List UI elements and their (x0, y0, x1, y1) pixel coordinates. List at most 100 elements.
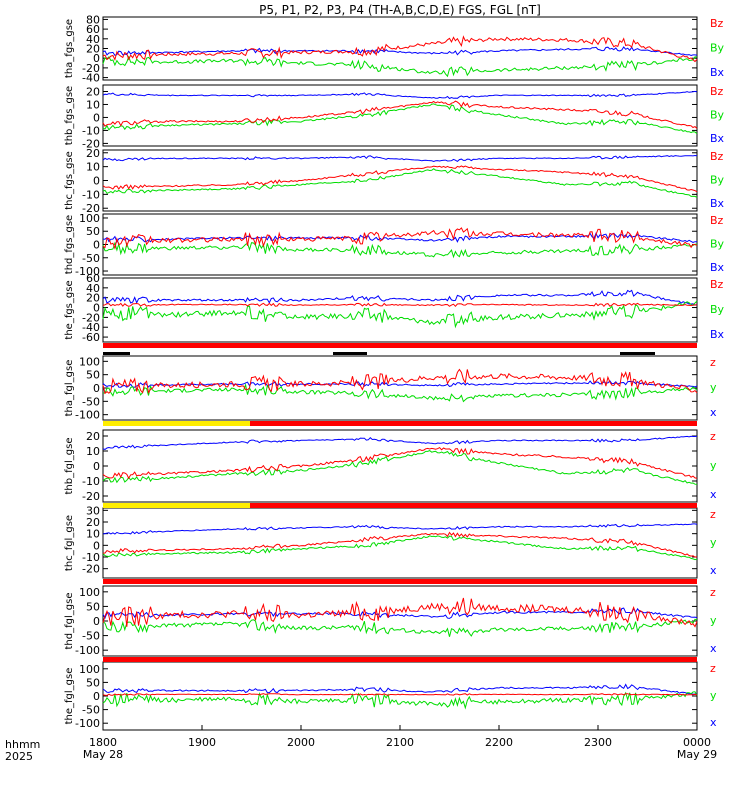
legend-x: x (710, 642, 717, 655)
legend-Bz: Bz (710, 278, 724, 291)
y-axis-label: thc_fgs_gse (64, 151, 75, 210)
shadow-marker (103, 352, 130, 355)
y-tick-label: 20 (86, 430, 100, 443)
legend-By: By (710, 238, 725, 251)
y-tick-label: -20 (82, 62, 100, 75)
series-line-Bx (102, 232, 698, 243)
legend-y: y (710, 536, 717, 549)
y-tick-label: -10 (82, 475, 100, 488)
x-tick-label: 0000 (683, 736, 711, 749)
y-tick-label: 50 (86, 225, 100, 238)
status-bar-red (103, 579, 697, 584)
y-tick-label: 30 (86, 504, 100, 517)
legend-x: x (710, 716, 717, 729)
series-line-y (102, 383, 698, 403)
series-line-Bz (102, 302, 698, 308)
y-axis-label: thb_fgl_gse (64, 438, 75, 495)
y-tick-label: 10 (86, 445, 100, 458)
series-line-x (102, 523, 698, 535)
y-tick-label: 80 (86, 13, 100, 26)
x-tick-label: 1900 (188, 736, 216, 749)
legend-y: y (710, 614, 717, 627)
legend-z: z (710, 508, 716, 521)
y-tick-label: 0 (93, 175, 100, 188)
series-line-Bx (102, 289, 698, 306)
status-bar-red (103, 657, 697, 662)
shadow-marker (333, 352, 367, 355)
y-tick-label: 100 (79, 663, 100, 676)
x-row-label-time: hhmm (5, 738, 40, 751)
legend-Bx: Bx (710, 132, 725, 145)
y-axis-label: tha_fgs_gse (64, 19, 75, 78)
x-tick-label: 2200 (485, 736, 513, 749)
y-tick-label: 20 (86, 516, 100, 529)
legend-Bx: Bx (710, 261, 725, 274)
y-tick-label: 100 (79, 355, 100, 368)
series-line-x (102, 607, 698, 620)
y-tick-label: 0 (93, 382, 100, 395)
panel-frame (102, 84, 698, 147)
series-line-By (102, 241, 697, 259)
series-line-By (102, 168, 698, 198)
legend-Bx: Bx (710, 66, 725, 79)
status-bar-red (250, 421, 697, 426)
y-tick-label: -50 (82, 395, 100, 408)
chart-title: P5, P1, P2, P3, P4 (TH-A,B,C,D,E) FGS, F… (259, 3, 541, 17)
y-tick-label: 50 (86, 676, 100, 689)
y-tick-label: -20 (82, 202, 100, 215)
legend-By: By (710, 303, 725, 316)
y-tick-label: -40 (82, 321, 100, 334)
y-tick-label: -40 (82, 72, 100, 85)
y-axis-label: thd_fgs_gse (64, 215, 75, 274)
y-tick-label: 10 (86, 161, 100, 174)
legend-y: y (710, 381, 717, 394)
series-line-y (102, 691, 698, 710)
y-tick-label: 0 (93, 52, 100, 65)
status-bar-red (103, 343, 697, 348)
legend-Bz: Bz (710, 17, 724, 30)
y-tick-label: 60 (86, 272, 100, 285)
y-tick-label: 0 (93, 111, 100, 124)
status-bar-yellow (103, 421, 250, 426)
series-line-Bz (102, 227, 698, 250)
legend-y: y (710, 459, 717, 472)
x-row-label-year: 2025 (5, 750, 33, 763)
y-tick-label: 10 (86, 528, 100, 541)
legend-z: z (710, 662, 716, 675)
series-line-Bz (102, 35, 698, 63)
y-tick-label: 0 (93, 302, 100, 315)
y-tick-label: -10 (82, 188, 100, 201)
legend-x: x (710, 488, 717, 501)
y-tick-label: -100 (75, 717, 100, 730)
x-start-date: May 28 (83, 748, 123, 761)
x-tick-label: 1800 (89, 736, 117, 749)
y-tick-label: 20 (86, 85, 100, 98)
legend-x: x (710, 406, 717, 419)
series-line-z (102, 597, 698, 628)
y-tick-label: 0 (93, 615, 100, 628)
series-line-x (102, 380, 698, 388)
y-tick-label: 40 (86, 282, 100, 295)
y-tick-label: -20 (82, 490, 100, 503)
y-tick-label: 50 (86, 369, 100, 382)
y-tick-label: 10 (86, 98, 100, 111)
y-tick-label: 20 (86, 43, 100, 56)
x-tick-label: 2100 (386, 736, 414, 749)
legend-Bz: Bz (710, 214, 724, 227)
y-tick-label: 40 (86, 33, 100, 46)
series-line-y (102, 535, 698, 561)
legend-By: By (710, 42, 725, 55)
y-axis-label: the_fgl_gse (64, 668, 75, 725)
series-line-x (102, 683, 698, 695)
y-tick-label: 100 (79, 212, 100, 225)
series-line-z (102, 693, 698, 696)
y-axis-label: thd_fgl_gse (64, 593, 75, 650)
series-line-y (102, 618, 698, 637)
y-tick-label: -10 (82, 551, 100, 564)
y-tick-label: -20 (82, 311, 100, 324)
y-tick-label: 0 (93, 239, 100, 252)
legend-Bx: Bx (710, 328, 725, 341)
legend-z: z (710, 586, 716, 599)
